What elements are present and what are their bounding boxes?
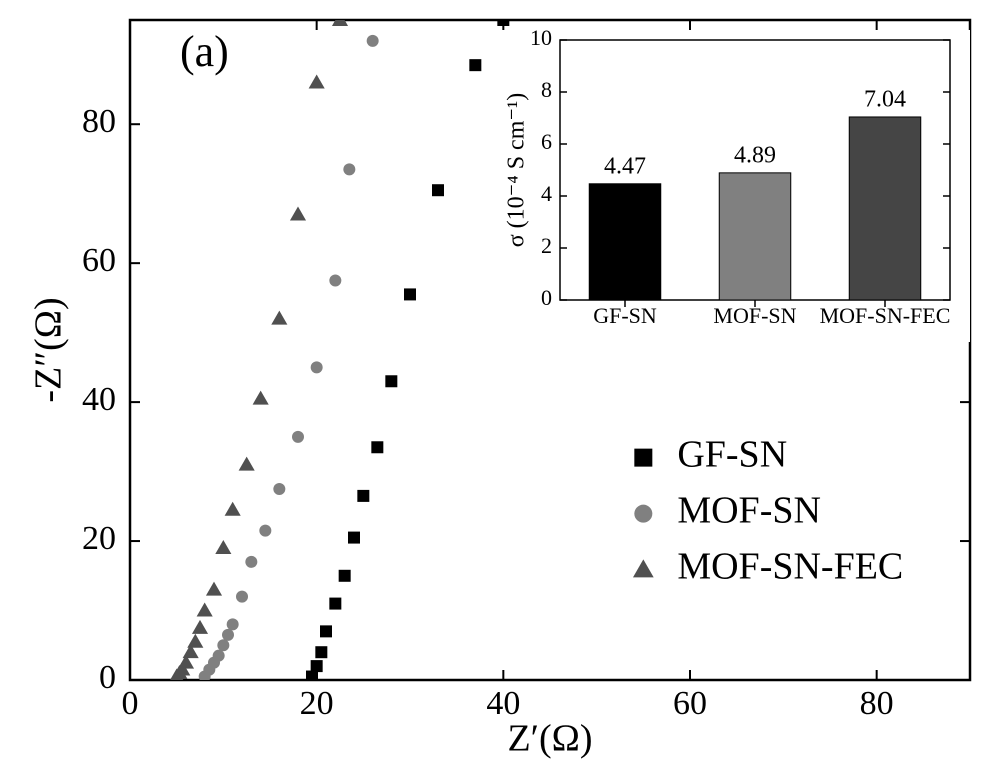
chart-container: 020406080020406080Z′(Ω)-Z″(Ω)(a)GF-SNMOF… (0, 0, 1000, 772)
svg-text:GF-SN: GF-SN (593, 303, 657, 328)
svg-text:Z′(Ω): Z′(Ω) (507, 718, 592, 760)
svg-text:60: 60 (82, 242, 116, 279)
svg-text:8: 8 (541, 77, 552, 102)
svg-text:0: 0 (122, 685, 139, 722)
svg-text:10: 10 (530, 25, 552, 50)
svg-text:80: 80 (860, 685, 894, 722)
svg-text:MOF-SN-FEC: MOF-SN-FEC (820, 303, 951, 328)
svg-text:4.89: 4.89 (734, 142, 776, 168)
svg-text:-Z″(Ω): -Z″(Ω) (28, 297, 70, 402)
svg-text:20: 20 (82, 520, 116, 557)
svg-text:σ (10⁻⁴ S cm⁻¹): σ (10⁻⁴ S cm⁻¹) (504, 93, 530, 248)
svg-text:6: 6 (541, 129, 552, 154)
svg-text:60: 60 (673, 685, 707, 722)
svg-text:7.04: 7.04 (864, 86, 906, 112)
svg-text:80: 80 (82, 103, 116, 140)
svg-text:GF-SN: GF-SN (677, 433, 787, 475)
svg-text:(a): (a) (180, 27, 229, 76)
svg-text:20: 20 (300, 685, 334, 722)
svg-text:0: 0 (99, 659, 116, 696)
svg-text:MOF-SN: MOF-SN (713, 303, 796, 328)
svg-text:MOF-SN-FEC: MOF-SN-FEC (677, 545, 903, 587)
svg-text:40: 40 (82, 381, 116, 418)
svg-text:0: 0 (541, 285, 552, 310)
svg-text:40: 40 (486, 685, 520, 722)
svg-text:4.47: 4.47 (604, 153, 646, 179)
chart-svg: 020406080020406080Z′(Ω)-Z″(Ω)(a)GF-SNMOF… (0, 0, 1000, 772)
svg-text:MOF-SN: MOF-SN (677, 489, 821, 531)
svg-text:2: 2 (541, 233, 552, 258)
svg-text:4: 4 (541, 181, 552, 206)
